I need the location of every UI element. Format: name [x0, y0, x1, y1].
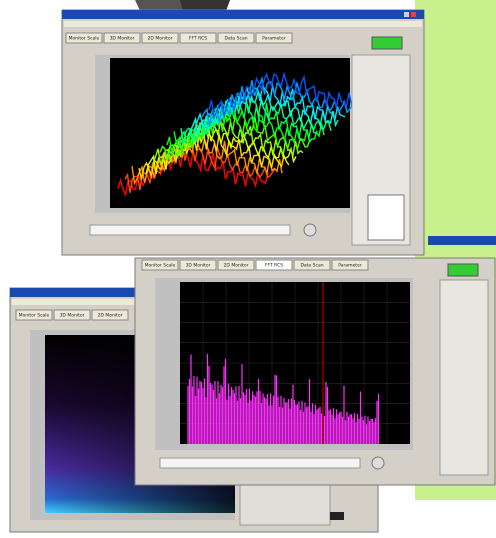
tab-label: Monitor Scale [145, 263, 176, 269]
tab[interactable]: 2D Monitor [217, 259, 255, 271]
waterfall-trace [208, 71, 360, 120]
tab[interactable]: Data Scan [217, 32, 255, 44]
tab-label: Data Scan [300, 263, 323, 269]
tab-frame [331, 259, 369, 271]
tab-frame [141, 259, 179, 271]
tab-frame [217, 32, 255, 44]
tab-frame [65, 32, 103, 44]
tab-frame [103, 32, 141, 44]
tab[interactable]: Monitor Scale [141, 259, 179, 271]
tab-frame [179, 259, 217, 271]
waterfall [117, 71, 360, 197]
tab-frame [15, 309, 53, 321]
tab-label: Data Scan [224, 36, 247, 42]
tab[interactable]: 3D Monitor [179, 259, 217, 271]
tab-label: FFT RCS [265, 263, 283, 269]
tab[interactable]: FFT RCS [255, 259, 293, 271]
tab-label: 2D Monitor [98, 313, 123, 319]
tab-label: 2D Monitor [148, 36, 173, 42]
tab-label: 3D Monitor [60, 313, 85, 319]
tab[interactable]: 2D Monitor [91, 309, 129, 321]
spectrum [187, 353, 380, 444]
tab-label: Monitor Scale [19, 313, 50, 319]
tab-label: Parameter [262, 36, 286, 42]
tab-strip: Monitor Scale 3D Monitor 2D Monitor [15, 309, 129, 321]
tab[interactable]: 3D Monitor [103, 32, 141, 44]
tab-strip: Monitor Scale 3D Monitor 2D Monitor FFT RCS… [65, 32, 293, 44]
tab-frame [91, 309, 129, 321]
window-front: Monitor Scale 3D Monitor 2D Monitor FFT RCS… [134, 236, 496, 486]
tab-frame [179, 32, 217, 44]
tab-label: FFT RCS [189, 36, 207, 42]
tab-strip: Monitor Scale 3D Monitor 2D Monitor FFT RCS… [141, 259, 369, 271]
tab[interactable]: 2D Monitor [141, 32, 179, 44]
tab[interactable]: Data Scan [293, 259, 331, 271]
tab[interactable]: Monitor Scale [15, 309, 53, 321]
tab[interactable]: 3D Monitor [53, 309, 91, 321]
tab-frame [255, 259, 293, 271]
tab-label: 3D Monitor [186, 263, 211, 269]
tab[interactable]: FFT RCS [179, 32, 217, 44]
tab-frame [217, 259, 255, 271]
tab-frame [141, 32, 179, 44]
tab-frame [53, 309, 91, 321]
tab-label: Parameter [338, 263, 362, 269]
tab-label: Monitor Scale [69, 36, 100, 42]
waterfall-trace [138, 131, 290, 180]
waterfall-trace [180, 96, 332, 145]
tab-frame [255, 32, 293, 44]
tab-frame [293, 259, 331, 271]
window-top: Monitor Scale 3D Monitor 2D Monitor FFT RCS… [61, 9, 425, 256]
tab-label: 2D Monitor [224, 263, 249, 269]
tab[interactable]: Parameter [331, 259, 369, 271]
tab[interactable]: Monitor Scale [65, 32, 103, 44]
tab-label: 3D Monitor [110, 36, 135, 42]
tab[interactable]: Parameter [255, 32, 293, 44]
